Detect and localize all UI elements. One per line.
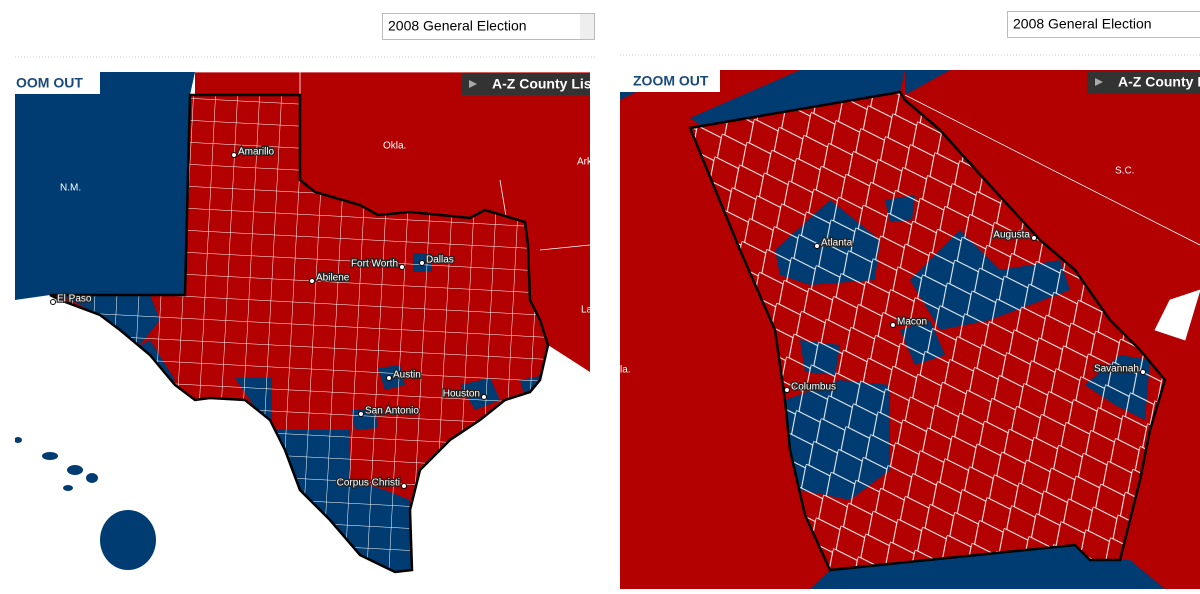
region-label: S.C. [1115, 166, 1134, 177]
city-label: Dallas [426, 255, 454, 266]
region-label: la. [620, 365, 631, 376]
zoom-button[interactable]: ZOOM OUT [620, 70, 720, 92]
city-dot [387, 376, 392, 381]
city-dot [359, 412, 364, 417]
zoom-button[interactable]: OOM OUT [15, 72, 100, 94]
city-label: Macon [897, 317, 927, 328]
county-list-button[interactable]: A-Z County L [1087, 71, 1200, 93]
city-label: Savannah [1094, 364, 1139, 375]
city-dot [310, 279, 315, 284]
county-list-label: A-Z County Lis [492, 76, 592, 92]
region-label: Ark [577, 157, 593, 168]
city-dot [815, 244, 820, 249]
city-dot [400, 265, 405, 270]
map-georgia [620, 70, 1200, 589]
city-dot [1032, 236, 1037, 241]
city-dot [402, 484, 407, 489]
city-dot [891, 323, 896, 328]
county-list-label: A-Z County L [1118, 74, 1200, 90]
dropdown[interactable]: 2008 General Election [383, 14, 595, 40]
city-label: Houston [443, 389, 480, 400]
region-label: N.M. [60, 183, 81, 194]
city-label: Abilene [316, 273, 350, 284]
dropdown-label: 2008 General Election [1013, 16, 1152, 32]
city-label: Atlanta [821, 238, 853, 249]
county-list-button[interactable]: A-Z County Lis [461, 73, 601, 95]
region-label: Hawaii [15, 477, 45, 488]
city-dot [51, 300, 56, 305]
city-label: Fort Worth [351, 259, 398, 270]
city-label: Amarillo [238, 147, 275, 158]
city-label: El Paso [57, 294, 92, 305]
region-label: La [581, 305, 593, 316]
city-label: Columbus [791, 382, 836, 393]
city-label: Austin [393, 370, 421, 381]
city-dot [482, 395, 487, 400]
city-dot [785, 388, 790, 393]
city-dot [1141, 370, 1146, 375]
city-dot [232, 153, 237, 158]
city-dot [420, 261, 425, 266]
zoom-label: OOM OUT [16, 75, 83, 91]
zoom-label: ZOOM OUT [633, 73, 709, 89]
city-label: Corpus Christi [337, 478, 400, 489]
city-label: Augusta [993, 230, 1030, 241]
dropdown[interactable]: 2008 General Election [1008, 12, 1200, 38]
region-label: Okla. [383, 141, 406, 152]
dropdown-label: 2008 General Election [388, 18, 527, 34]
city-label: San Antonio [365, 406, 419, 417]
map-texas [14, 72, 590, 589]
